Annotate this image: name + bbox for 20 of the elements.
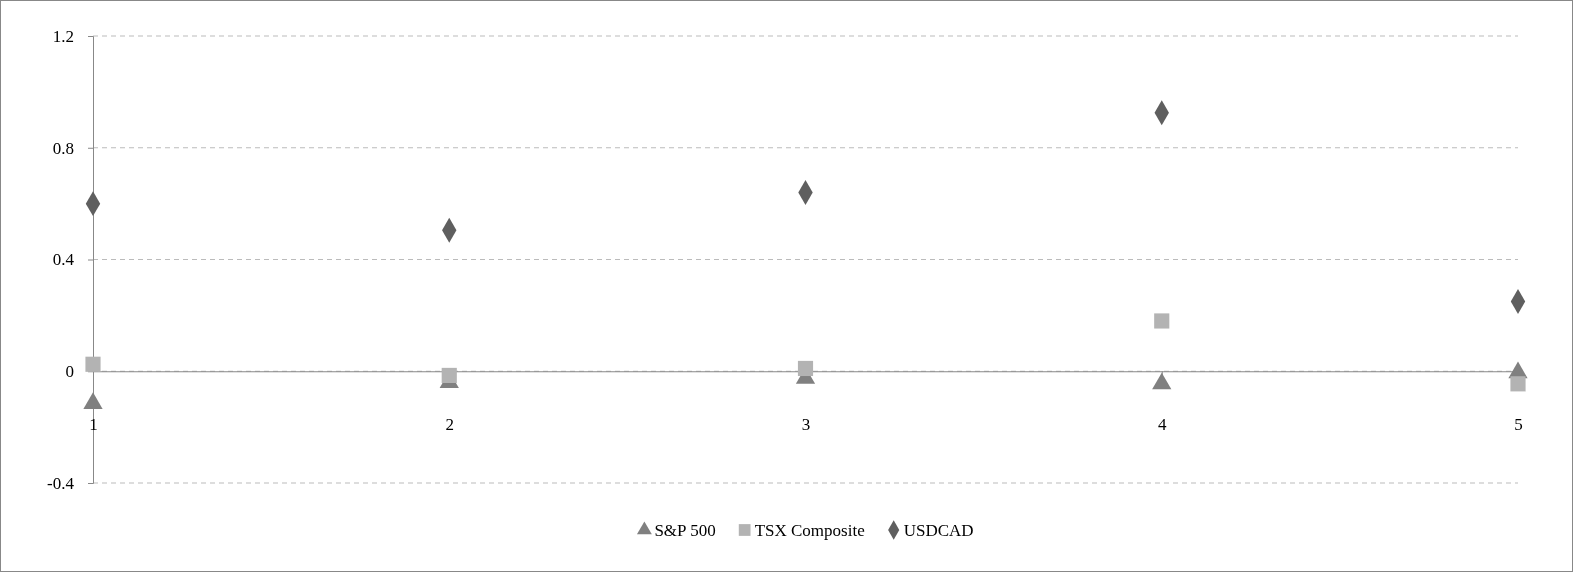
x-tick-label: 1 (89, 415, 98, 435)
y-tick-label: 0 (65, 362, 74, 382)
legend-label: USDCAD (903, 520, 974, 540)
point (85, 356, 101, 372)
x-tick-label: 2 (445, 415, 454, 435)
point (1510, 376, 1526, 392)
legend-label: S&P 500 (654, 520, 716, 540)
x-tick-label: 4 (1158, 415, 1167, 435)
y-tick-label: -0.4 (47, 473, 75, 493)
point (797, 360, 814, 377)
point (1152, 372, 1172, 390)
point (83, 392, 103, 409)
x-tick-label: 3 (801, 415, 811, 435)
point (441, 367, 457, 384)
point (1154, 313, 1170, 329)
legend-label: TSX Composite (754, 520, 865, 540)
x-tick-label: 5 (1514, 415, 1523, 435)
y-tick-label: 1.2 (52, 26, 74, 46)
y-tick-label: 0.4 (52, 250, 75, 270)
y-tick-label: 0.8 (52, 138, 74, 158)
